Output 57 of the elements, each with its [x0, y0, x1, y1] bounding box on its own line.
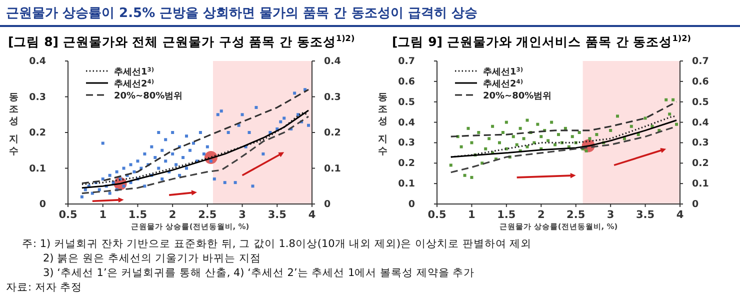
legend-label: 20%~80%범위: [483, 92, 552, 102]
y-tick-label: 0.2: [398, 158, 415, 169]
text: 근원물가 상승률이 2.5% 근방을 상회하면 물가의 품목 간 동조성이 급격히 상승: [6, 6, 478, 21]
x-tick-label: 2.5: [566, 209, 586, 221]
legend-label: 추세선1$^{3)}$: [114, 66, 154, 78]
x-tick-label: 0.5: [58, 209, 78, 221]
y2-tick-label: 0: [324, 198, 331, 210]
y-tick-label: 0.6: [398, 76, 416, 87]
y-tick-label: 0.1: [398, 178, 415, 190]
x-tick-label: 2.5: [198, 209, 217, 221]
y2-tick-label: 0.6: [692, 76, 710, 87]
y2-tick-label: 0.7: [692, 56, 709, 66]
x-tick-label: 0.5: [428, 209, 446, 221]
y-tick-label: 0.3: [398, 137, 415, 148]
text: 2) 붉은 원은 추세선의 기울기가 바뀌는 지점: [43, 252, 261, 264]
y2-tick-label: 0.1: [692, 178, 709, 190]
y2-tick-label: 0.4: [324, 56, 342, 66]
x-tick-label: 1: [468, 209, 476, 221]
y-tick-label: 0.7: [398, 56, 415, 66]
y2-tick-label: 0.2: [324, 127, 341, 138]
y2-tick-label: 0.2: [692, 158, 709, 169]
legend-label: 추세선2$^{4)}$: [483, 78, 524, 90]
y-axis-title: 동조성 지수: [9, 92, 19, 157]
text: 자료: 저자 추정: [6, 282, 82, 294]
x-tick-label: 1.5: [128, 209, 148, 221]
x-tick-label: 4: [676, 209, 684, 221]
chart-title: [그림 9] 근원물가와 개인서비스 품목 간 동조성$^{1)2)}$: [392, 33, 692, 49]
x-tick-label: 2: [537, 209, 545, 221]
x-tick-label: 2: [168, 209, 176, 221]
y-tick-label: 0.4: [29, 56, 46, 66]
y-tick-label: 0.2: [29, 127, 46, 138]
y2-tick-label: 0.1: [324, 162, 341, 174]
text: 3) ‘추세선 1’은 커널회귀를 통해 산출, 4) ‘추세선 2’는 추세선 1에서 볼록성 제약을 추가: [43, 267, 475, 279]
y2-tick-label: 0.3: [692, 137, 709, 148]
y-tick-label: 0.5: [398, 96, 415, 108]
y2-tick-label: 0.4: [692, 116, 710, 128]
text: 주: 1) 커널회귀 잔차 기반으로 표준화한 뒤, 그 값이 1.8이상(10개 내외 제외)은 이상치로 판별하여 제외: [22, 238, 532, 250]
legend-label: 20%~80%범위: [114, 92, 183, 102]
x-tick-label: 4: [308, 209, 316, 221]
legend-label: 추세선1$^{3)}$: [483, 66, 524, 78]
x-tick-label: 1.5: [497, 209, 516, 221]
y-tick-label: 0: [408, 198, 416, 210]
x-tick-label: 3.5: [268, 209, 286, 221]
x-tick-label: 3.5: [636, 209, 655, 221]
y2-tick-label: 0.5: [692, 96, 709, 108]
y2-tick-label: 0.3: [324, 91, 341, 102]
x-tick-label: 1: [99, 209, 107, 221]
y-tick-label: 0.4: [398, 116, 416, 128]
x-tick-label: 3: [606, 209, 614, 221]
y-tick-label: 0.1: [29, 162, 46, 174]
chart-title: [그림 8] 근원물가와 전체 근원물가 구성 품목 간 동조성$^{1)2)}$: [8, 33, 355, 49]
y-tick-label: 0.3: [29, 91, 46, 102]
y-axis-title: 동조성 지수: [378, 92, 388, 157]
legend-label: 추세선2$^{4)}$: [114, 78, 154, 90]
x-tick-label: 3: [238, 209, 246, 221]
y-tick-label: 0: [39, 198, 46, 210]
y2-tick-label: 0: [692, 198, 699, 210]
